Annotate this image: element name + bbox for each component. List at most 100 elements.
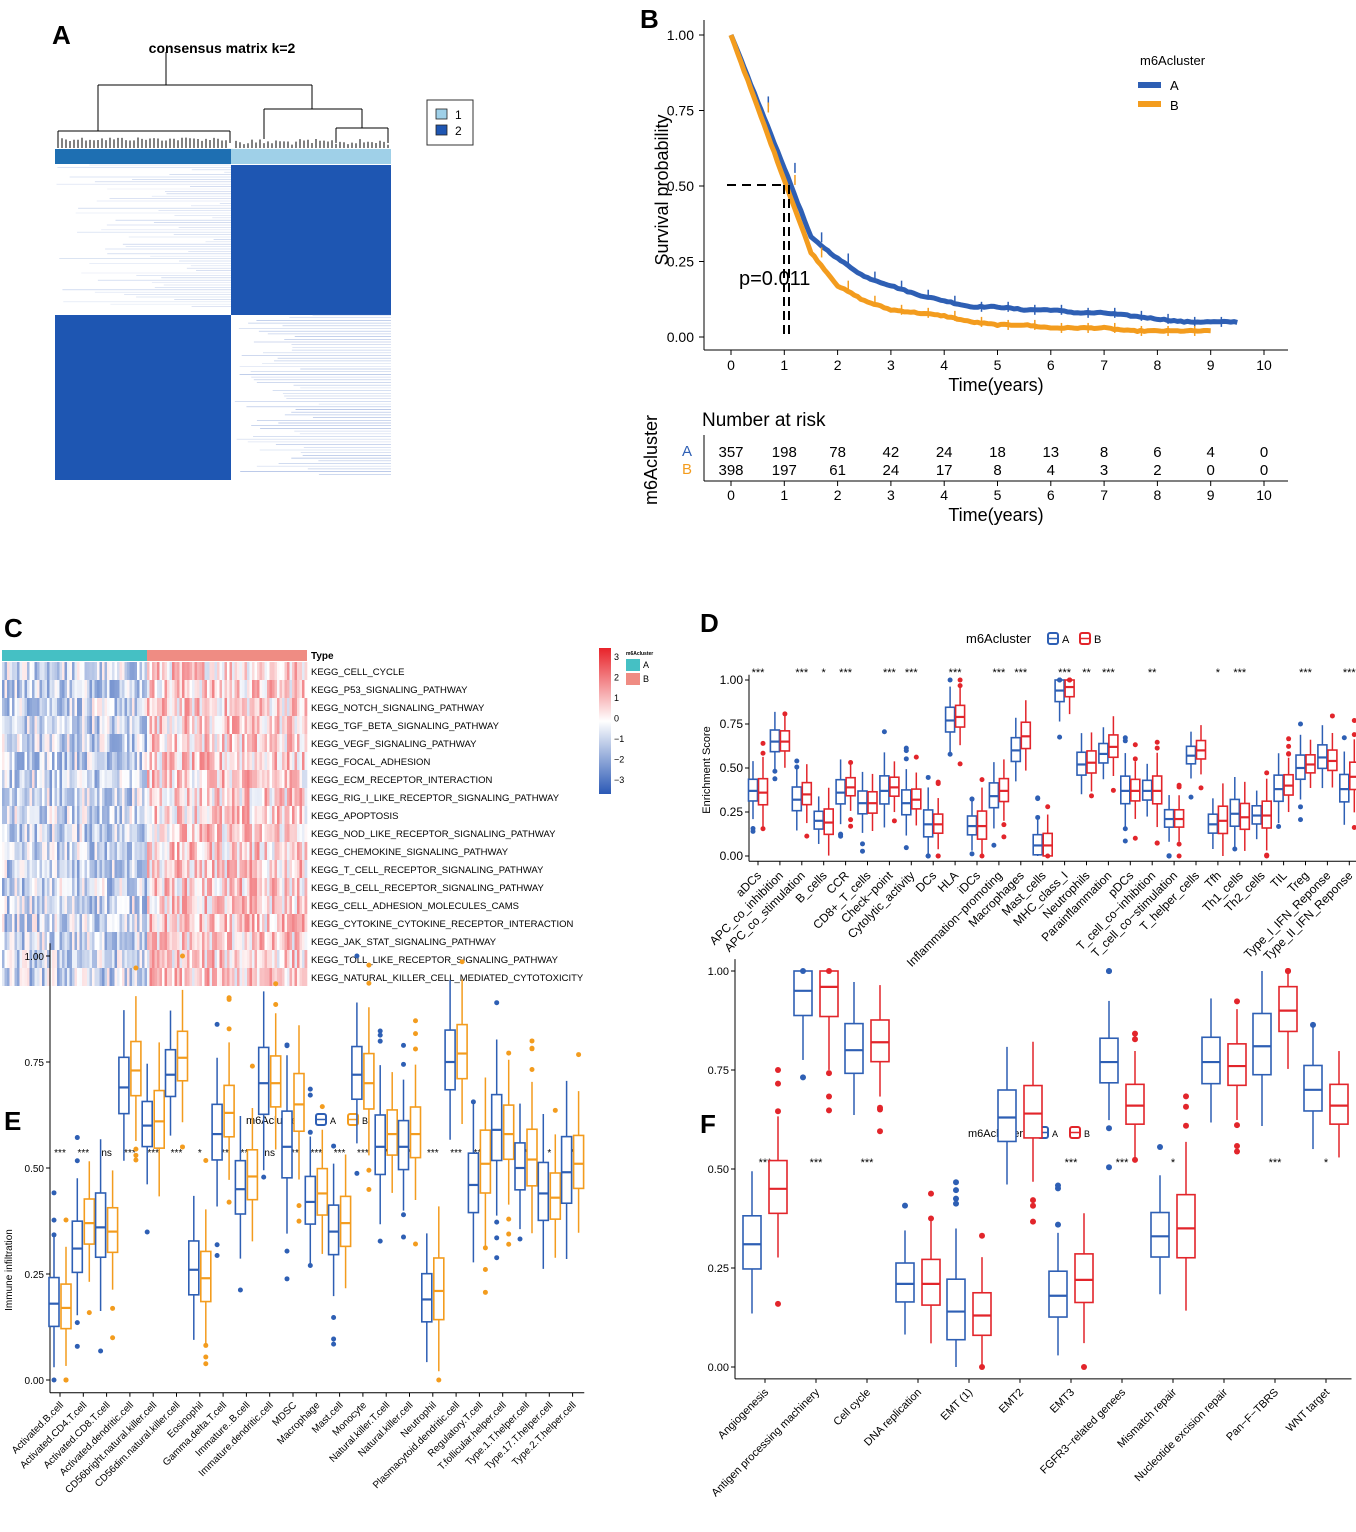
heatmap-cell [29,842,33,860]
heatmap-cell [297,770,300,788]
heatmap-cell [304,950,308,968]
panel-b-pvalue: p=0.011 [739,268,810,290]
heatmap-cell [294,662,298,680]
panel-d-label: D [700,608,719,638]
heatmap-cell [224,734,228,752]
heatmap-cell [174,698,178,716]
heatmap-cell [242,662,245,680]
box-body [1278,985,1298,1033]
heatmap-cell [107,914,110,932]
heatmap-cell [107,662,110,680]
heatmap-cell [157,914,160,932]
heatmap-cell [167,788,170,806]
heatmap-cell [49,698,53,716]
heatmap-cell [197,734,200,752]
box-outlier [953,1187,959,1194]
heatmap-cell [247,896,250,914]
heatmap-cell [294,914,298,932]
heatmap-cell [129,788,133,806]
heatmap-cell [244,734,248,752]
heatmap-cell [222,896,225,914]
heatmap-cell [279,770,283,788]
heatmap-cell [279,734,283,752]
heatmap-cell [112,716,115,734]
heatmap-cell [264,860,268,878]
heatmap-cell [169,806,173,824]
box-outlier [307,1086,313,1092]
box-outlier [529,1038,535,1044]
heatmap-cell [119,950,123,968]
heatmap-cell [214,770,218,788]
heatmap-cell [227,716,230,734]
heatmap-row-label: KEGG_T_CELL_RECEPTOR_SIGNALING_PATHWAY [311,865,544,876]
heatmap-cell [127,968,130,986]
heatmap-cell [282,896,285,914]
heatmap-cell [157,770,160,788]
heatmap-cell [287,662,290,680]
heatmap-cell [122,842,125,860]
panel-f-boxplot: m6Acluster A B0.000.250.500.751.00Angiogen… [708,959,1352,1499]
heatmap-cell [252,788,255,806]
heatmap-cell [179,770,183,788]
heatmap-cell [257,932,260,950]
heatmap-cell [132,770,135,788]
heatmap-cell [177,806,180,824]
heatmap-cell [172,788,175,806]
heatmap-cell [269,950,273,968]
box-outlier [1132,1030,1138,1037]
heatmap-cell [117,806,120,824]
heatmap-cell [119,788,123,806]
heatmap-cell [59,680,63,698]
heatmap-cell [184,842,188,860]
panel-a-title: consensus matrix k=2 [149,40,296,56]
box-outlier [750,828,756,834]
heatmap-cell [62,968,65,986]
heatmap-cell [267,896,270,914]
heatmap-cell [244,860,248,878]
heatmap-cell [102,698,105,716]
heatmap-cell [244,698,248,716]
heatmap-cell [197,968,200,986]
heatmap-cell [164,968,168,986]
heatmap-cell [274,662,278,680]
heatmap-cell [112,752,115,770]
heatmap-cell [302,662,305,680]
heatmap-cell [217,878,220,896]
heatmap-cell [214,734,218,752]
heatmap-cell [107,680,110,698]
heatmap-cell [272,734,275,752]
significance-label: * [1216,667,1221,679]
heatmap-cell [22,734,25,752]
heatmap-cell [217,662,220,680]
heatmap-cell [112,860,115,878]
heatmap-cell [237,824,240,842]
heatmap-cell [184,968,188,986]
heatmap-cell [272,698,275,716]
heatmap-cell [97,770,100,788]
risk-value-B: 197 [772,462,797,479]
risk-value-B: 3 [1100,462,1108,479]
heatmap-row-label: KEGG_CELL_CYCLE [311,667,404,678]
heatmap-cell [214,860,218,878]
heatmap-cell [144,698,148,716]
heatmap-cell [47,950,50,968]
heatmap-cell [177,860,180,878]
heatmap-cell [117,734,120,752]
heatmap-cell [92,914,95,932]
heatmap-cell [72,752,75,770]
heatmap-cell [37,878,40,896]
heatmap-cell [269,860,273,878]
heatmap-cell [257,806,260,824]
heatmap-cell [54,968,58,986]
box-outlier [1157,1144,1163,1151]
heatmap-cell [294,698,298,716]
heatmap-cell [17,734,20,752]
heatmap-cell [234,914,238,932]
heatmap-cell [9,896,13,914]
heatmap-cell [67,680,70,698]
heatmap-cell [12,734,15,752]
panel-b-x-tick-label: 4 [940,357,948,373]
panel-b-y-tick-label: 0.25 [667,254,694,270]
heatmap-cell [97,662,100,680]
heatmap-cell [287,716,290,734]
